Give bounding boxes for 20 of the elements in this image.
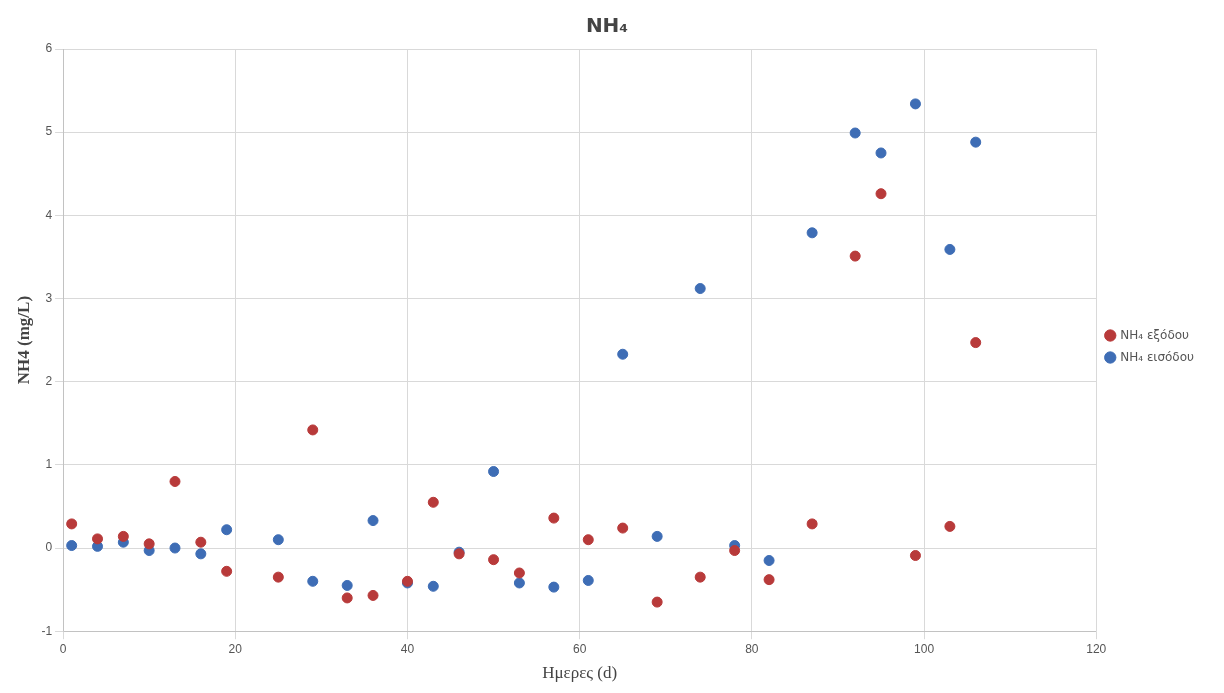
chart-title: NH₄ — [585, 13, 629, 38]
x-axis-title: Ημερες (d) — [542, 663, 618, 683]
x-tick-label: 0 — [59, 641, 67, 656]
x-tick-label: 40 — [400, 641, 415, 656]
y-tick-label: 3 — [45, 290, 53, 305]
x-tick-label: 20 — [228, 641, 243, 656]
y-tick-label: 5 — [45, 124, 53, 139]
y-tick-label: 1 — [45, 457, 53, 472]
x-tick-label: 120 — [1086, 641, 1107, 656]
legend-label: NH₄ εισόδου — [1120, 349, 1195, 364]
y-tick-label: 6 — [45, 41, 53, 56]
y-tick-label: 4 — [45, 207, 53, 222]
y-tick-label: 2 — [45, 374, 53, 388]
y-axis-title: NH4 (mg/L) — [13, 295, 33, 385]
x-tick-label: 60 — [572, 641, 587, 656]
x-tick-label: 100 — [914, 641, 935, 656]
y-tick-label: 0 — [45, 540, 53, 555]
x-tick-label: 80 — [745, 641, 759, 656]
legend-label: NH₄ εξόδου — [1120, 327, 1190, 342]
y-tick-label: -1 — [41, 623, 53, 638]
